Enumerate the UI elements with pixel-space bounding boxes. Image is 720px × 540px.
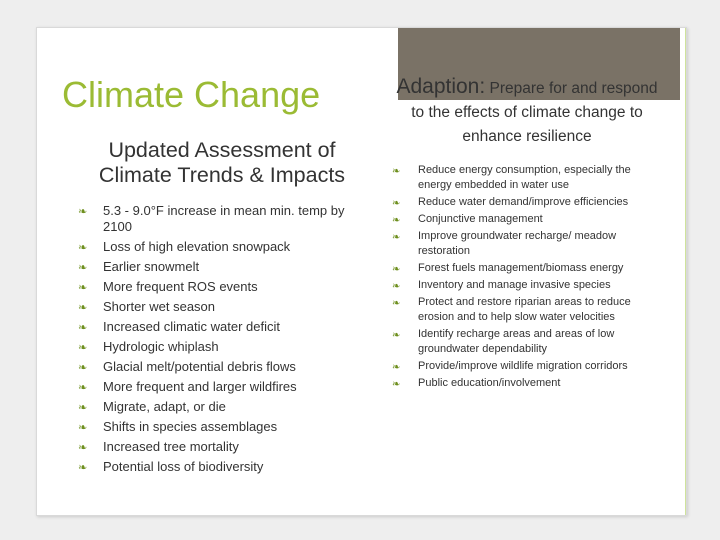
adaptation-list-item: ❧ Reduce energy consumption, especially t…: [392, 163, 658, 193]
impact-list-item: ❧ 5.3 - 9.0°F increase in mean min. temp …: [78, 203, 368, 235]
adaptation-list-item: ❧ Public education/involvement: [392, 376, 658, 391]
adaptation-list-item: ❧ Protect and restore riparian areas to r…: [392, 295, 658, 325]
list-item-text: 5.3 - 9.0°F increase in mean min. temp b…: [103, 203, 345, 234]
arrow-ornament-icon: ❧: [392, 298, 401, 309]
arrow-ornament-icon: ❧: [78, 361, 88, 374]
impact-list-item: ❧ Migrate, adapt, or die: [78, 399, 368, 415]
list-item-text: Public education/involvement: [418, 377, 561, 389]
impact-list-item: ❧ Increased climatic water deficit: [78, 319, 368, 335]
arrow-ornament-icon: ❧: [78, 241, 88, 254]
arrow-ornament-icon: ❧: [78, 441, 88, 454]
arrow-ornament-icon: ❧: [78, 341, 88, 354]
impact-list-item: ❧ Potential loss of biodiversity: [78, 459, 368, 475]
list-item-text: Reduce water demand/improve efficiencies: [418, 196, 629, 208]
list-item-text: Hydrologic whiplash: [103, 339, 219, 354]
arrow-ornament-icon: ❧: [392, 362, 401, 373]
list-item-text: Potential loss of biodiversity: [103, 459, 264, 474]
adaptation-list-item: ❧ Reduce water demand/improve efficiencie…: [392, 195, 658, 210]
list-item-text: More frequent ROS events: [103, 279, 258, 294]
list-item-text: Loss of high elevation snowpack: [103, 239, 291, 254]
arrow-ornament-icon: ❧: [78, 421, 88, 434]
list-item-text: More frequent and larger wildfires: [103, 379, 297, 394]
list-item-text: Increased tree mortality: [103, 439, 239, 454]
list-item-text: Forest fuels management/biomass energy: [418, 262, 624, 274]
list-item-text: Earlier snowmelt: [103, 259, 200, 274]
arrow-ornament-icon: ❧: [78, 321, 88, 334]
impact-list-item: ❧ Glacial melt/potential debris flows: [78, 359, 368, 375]
list-item-text: Identify recharge areas and areas of low…: [418, 328, 615, 355]
arrow-ornament-icon: ❧: [78, 381, 88, 394]
right-column-heading: Adaption: Prepare for and respond to the…: [396, 75, 658, 149]
adaptation-list-item: ❧ Inventory and manage invasive species: [392, 278, 658, 293]
impact-list-item: ❧ More frequent ROS events: [78, 279, 368, 295]
slide-title: Climate Change: [62, 74, 321, 115]
list-item-text: Shorter wet season: [103, 299, 216, 314]
arrow-ornament-icon: ❧: [78, 401, 88, 414]
impact-list-item: ❧ Earlier snowmelt: [78, 259, 368, 275]
arrow-ornament-icon: ❧: [392, 264, 401, 275]
adaptation-list-item: ❧ Improve groundwater recharge/ meadow re…: [392, 229, 658, 259]
impact-list-item: ❧ Shifts in species assemblages: [78, 419, 368, 435]
arrow-ornament-icon: ❧: [392, 379, 401, 390]
list-item-text: Migrate, adapt, or die: [103, 399, 226, 414]
left-column-heading: Updated Assessment of Climate Trends & I…: [98, 138, 346, 187]
arrow-ornament-icon: ❧: [392, 166, 401, 177]
arrow-ornament-icon: ❧: [78, 261, 88, 274]
list-item-text: Provide/improve wildlife migration corri…: [418, 360, 628, 372]
arrow-ornament-icon: ❧: [392, 215, 401, 226]
adaptation-actions-list: ❧ Reduce energy consumption, especially t…: [392, 163, 658, 393]
impact-list-item: ❧ Loss of high elevation snowpack: [78, 239, 368, 255]
list-item-text: Shifts in species assemblages: [103, 419, 278, 434]
arrow-ornament-icon: ❧: [78, 301, 88, 314]
arrow-ornament-icon: ❧: [392, 330, 401, 341]
adaptation-list-item: ❧ Forest fuels management/biomass energy: [392, 261, 658, 276]
adaptation-list-item: ❧ Conjunctive management: [392, 212, 658, 227]
list-item-text: Glacial melt/potential debris flows: [103, 359, 296, 374]
adaptation-list-item: ❧ Identify recharge areas and areas of lo…: [392, 327, 658, 357]
list-item-text: Increased climatic water deficit: [103, 319, 281, 334]
arrow-ornament-icon: ❧: [392, 198, 401, 209]
impact-list-item: ❧ Shorter wet season: [78, 299, 368, 315]
slide: [36, 27, 687, 516]
adaption-label: Adaption:: [396, 75, 486, 98]
list-item-text: Improve groundwater recharge/ meadow res…: [418, 230, 617, 257]
arrow-ornament-icon: ❧: [392, 232, 401, 243]
arrow-ornament-icon: ❧: [78, 461, 88, 474]
list-item-text: Conjunctive management: [418, 213, 543, 225]
list-item-text: Protect and restore riparian areas to re…: [418, 296, 631, 323]
arrow-ornament-icon: ❧: [78, 281, 88, 294]
impact-list-item: ❧ Increased tree mortality: [78, 439, 368, 455]
climate-impacts-list: ❧ 5.3 - 9.0°F increase in mean min. temp …: [78, 203, 368, 479]
list-item-text: Reduce energy consumption, especially th…: [418, 164, 631, 191]
adaptation-list-item: ❧ Provide/improve wildlife migration corr…: [392, 359, 658, 374]
impact-list-item: ❧ More frequent and larger wildfires: [78, 379, 368, 395]
impact-list-item: ❧ Hydrologic whiplash: [78, 339, 368, 355]
arrow-ornament-icon: ❧: [78, 205, 88, 218]
header-decoration-block: [398, 28, 680, 100]
arrow-ornament-icon: ❧: [392, 281, 401, 292]
list-item-text: Inventory and manage invasive species: [418, 279, 611, 291]
adaption-description: Prepare for and respond to the effects o…: [411, 80, 658, 145]
